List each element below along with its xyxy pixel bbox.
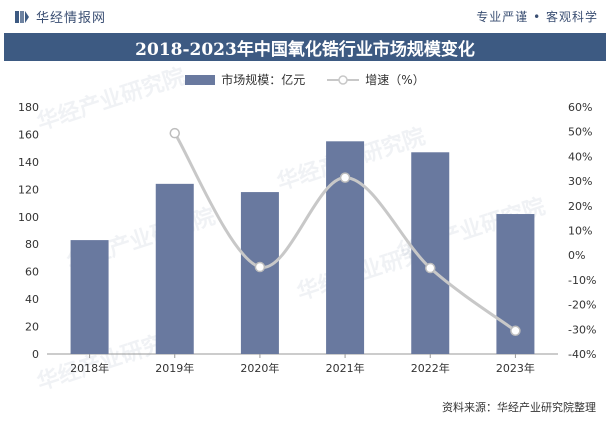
- watermark-text: 华经产业研究院: [34, 63, 189, 135]
- brand[interactable]: 华经情报网: [14, 7, 106, 26]
- y2-tick-label: -30%: [568, 323, 596, 336]
- y2-tick-label: 10%: [568, 225, 592, 238]
- y-tick-label: 140: [18, 156, 39, 169]
- x-tick-label: 2022年: [411, 361, 450, 375]
- x-tick-label: 2020年: [240, 361, 279, 375]
- y2-tick-label: -10%: [568, 274, 596, 287]
- title-bar: 2018-2023年中国氧化锆行业市场规模变化: [4, 33, 606, 61]
- y-tick-label: 60: [25, 266, 39, 279]
- y2-tick-label: 0%: [568, 249, 585, 262]
- y-tick-label: 100: [18, 211, 39, 224]
- legend-line-swatch: [327, 74, 360, 85]
- legend: 市场规模：亿元 增速（%）: [0, 71, 610, 88]
- y2-tick-label: -20%: [568, 299, 596, 312]
- chart-title: 2018-2023年中国氧化锆行业市场规模变化: [135, 39, 475, 60]
- legend-bar-label: 市场规模：亿元: [221, 73, 306, 87]
- bar: [70, 240, 109, 354]
- legend-item-bar: 市场规模：亿元: [185, 71, 305, 88]
- growth-point: [510, 325, 521, 337]
- y2-tick-label: 50%: [568, 126, 592, 139]
- y-tick-label: 180: [18, 101, 39, 114]
- legend-line-label: 增速（%）: [365, 73, 425, 87]
- y-tick-label: 40: [25, 293, 39, 306]
- y-tick-label: 0: [32, 348, 39, 361]
- legend-bar-swatch: [185, 74, 216, 85]
- bar: [240, 192, 279, 354]
- y2-tick-label: 30%: [568, 175, 592, 188]
- x-tick-label: 2023年: [496, 361, 535, 375]
- y2-tick-label: -40%: [568, 348, 596, 361]
- y2-tick-label: 40%: [568, 150, 592, 163]
- growth-point: [425, 262, 436, 274]
- slogan: 专业严谨 • 客观科学: [476, 10, 598, 24]
- y2-tick-label: 20%: [568, 200, 592, 213]
- growth-point: [254, 261, 266, 273]
- top-header: 华经情报网 专业严谨 • 客观科学: [0, 0, 610, 30]
- legend-item-line: 增速（%）: [327, 71, 425, 88]
- x-tick-label: 2019年: [155, 361, 194, 375]
- y-tick-label: 20: [25, 321, 39, 334]
- brand-logo-icon: [15, 10, 29, 23]
- x-tick-label: 2018年: [70, 361, 109, 375]
- y-tick-label: 160: [18, 128, 39, 141]
- y-tick-label: 80: [25, 238, 39, 251]
- x-tick-label: 2021年: [326, 361, 365, 375]
- y-tick-label: 120: [18, 183, 39, 196]
- growth-point: [169, 127, 180, 139]
- growth-point: [339, 172, 351, 183]
- source-note: 资料来源：华经产业研究院整理: [442, 401, 596, 414]
- brand-name: 华经情报网: [36, 11, 107, 26]
- bar: [155, 183, 194, 354]
- y2-tick-label: 60%: [568, 101, 592, 114]
